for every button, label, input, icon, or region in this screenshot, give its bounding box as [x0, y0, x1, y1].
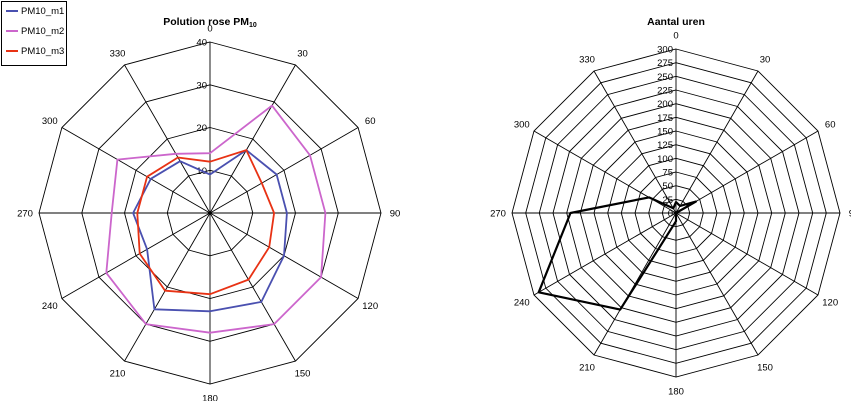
radial-tick-label: 300	[657, 45, 673, 56]
direction-label: 0	[207, 24, 212, 35]
direction-label: 60	[365, 116, 376, 127]
direction-label: 180	[202, 394, 218, 401]
direction-label: 60	[825, 120, 836, 131]
direction-label: 300	[42, 116, 58, 127]
chart-title: Aantal uren	[647, 16, 705, 28]
direction-label: 240	[42, 301, 58, 312]
radial-tick-label: 30	[196, 80, 207, 91]
grid-spoke	[210, 213, 296, 361]
direction-label: 90	[390, 209, 401, 220]
grid-spoke	[676, 131, 818, 213]
radial-tick-label: 275	[657, 58, 673, 69]
radial-tick-label: 0	[668, 209, 673, 220]
direction-label: 210	[110, 369, 126, 380]
direction-label: 270	[17, 209, 33, 220]
radial-tick-label: 225	[657, 86, 673, 97]
grid-spoke	[676, 71, 758, 213]
hours-rose-chart: Aantal uren 0306090120150180210240270300…	[490, 16, 851, 398]
radial-tick-label: 125	[657, 140, 673, 151]
direction-label: 180	[668, 387, 684, 398]
direction-label: 240	[514, 298, 530, 309]
radial-tick-label: 150	[657, 127, 673, 138]
radial-tick-label: 20	[196, 123, 207, 134]
direction-label: 300	[514, 120, 530, 131]
legend: PM10_m1 PM10_m2 PM10_m3	[2, 2, 67, 66]
direction-label: 120	[362, 301, 378, 312]
direction-label: 210	[579, 363, 595, 374]
direction-label: 30	[760, 54, 771, 65]
grid-spoke	[594, 213, 676, 355]
radial-tick-label: 75	[662, 168, 673, 179]
direction-label: 150	[295, 369, 311, 380]
direction-label: 150	[757, 363, 773, 374]
radial-tick-label: 250	[657, 72, 673, 83]
grid-spoke	[62, 213, 210, 299]
legend-label: PM10_m2	[21, 26, 64, 37]
series-line	[106, 106, 325, 333]
grid-spoke	[676, 213, 818, 295]
direction-label: 0	[673, 31, 678, 42]
radial-tick-label: 100	[657, 154, 673, 165]
direction-label: 270	[490, 209, 506, 220]
radial-tick-label: 40	[196, 38, 207, 49]
grid-spoke	[210, 65, 296, 213]
grid-spoke	[676, 213, 758, 355]
radial-tick-label: 50	[662, 181, 673, 192]
radial-tick-label: 200	[657, 99, 673, 110]
direction-label: 330	[579, 54, 595, 65]
legend-label: PM10_m3	[21, 46, 64, 57]
grid-spoke	[62, 128, 210, 214]
direction-label: 330	[110, 48, 126, 59]
radial-tick-label: 175	[657, 113, 673, 124]
direction-label: 120	[822, 298, 838, 309]
direction-label: 30	[297, 48, 308, 59]
legend-label: PM10_m1	[21, 6, 64, 17]
pollution-rose-chart: Polution rose PM10 030609012015018021024…	[17, 16, 400, 401]
grid-spoke	[125, 213, 211, 361]
